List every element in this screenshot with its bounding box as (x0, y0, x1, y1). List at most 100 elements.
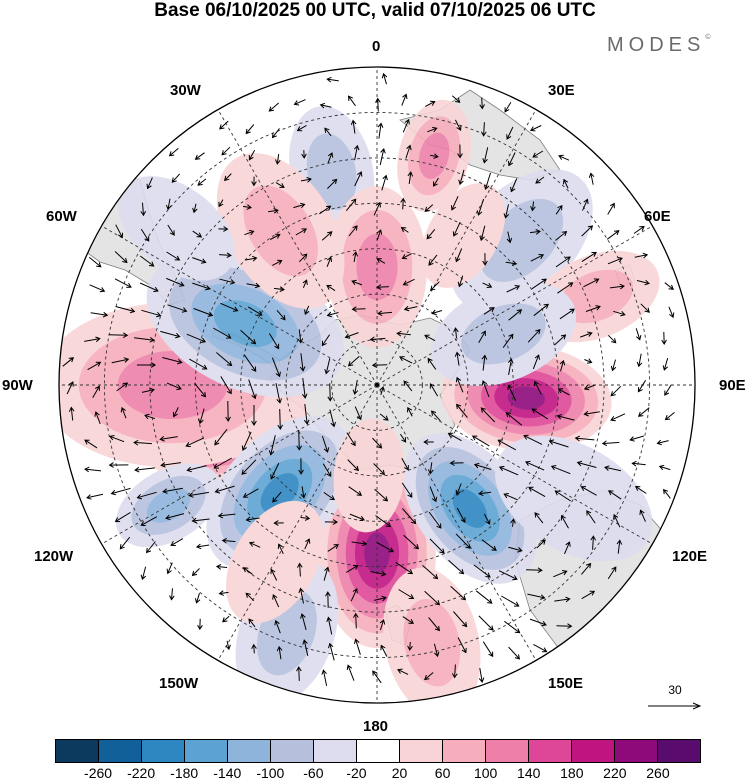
wind-vector (198, 408, 205, 425)
anomaly-contour-band (495, 435, 653, 562)
wind-vector (166, 277, 185, 287)
wind-vector (346, 664, 355, 681)
wind-vector (218, 226, 229, 232)
wind-vector (534, 512, 544, 524)
wind-vector-field (62, 72, 675, 686)
wind-vector (407, 641, 413, 651)
wind-vector (293, 99, 306, 106)
wind-vector (303, 404, 310, 425)
wind-vector (429, 538, 445, 554)
colorbar-tick-label: 20 (391, 765, 408, 781)
colorbar-cell (486, 740, 529, 762)
wind-vector (376, 284, 389, 290)
wind-vector (304, 538, 311, 550)
wind-vector (146, 177, 153, 190)
wind-vector (576, 460, 597, 468)
wind-vector (402, 508, 417, 525)
wind-vector (427, 357, 437, 370)
wind-vector (616, 539, 623, 554)
meridian-label-120w: 120W (34, 548, 74, 565)
wind-vector (324, 519, 339, 525)
wind-vector (219, 278, 236, 285)
negative-anomaly (118, 176, 235, 281)
wind-vector (555, 231, 568, 241)
wind-vector (193, 308, 214, 317)
wind-vector (375, 97, 381, 112)
wind-vector (347, 459, 359, 472)
wind-vector (88, 256, 102, 268)
brand-name: MODES (607, 34, 706, 56)
wind-vector (664, 412, 675, 421)
wind-vector (169, 588, 175, 601)
wind-vector (377, 310, 393, 317)
wind-vector (245, 516, 260, 523)
wind-vector (114, 278, 132, 288)
wind-vector (120, 406, 127, 419)
wind-vector (559, 359, 566, 372)
wind-vector (507, 384, 517, 401)
anomaly-contour-band (118, 176, 235, 281)
wind-vector (323, 491, 335, 501)
colorbar-cell (142, 740, 185, 762)
wind-vector (326, 311, 339, 318)
wind-vector (321, 669, 328, 686)
wind-vector (84, 336, 101, 343)
wind-vector (447, 432, 462, 442)
wind-vector (457, 275, 464, 288)
wind-vector (62, 357, 75, 367)
reference-vector: 30 (640, 683, 710, 713)
wind-vector (197, 178, 207, 186)
meridian-label-150e: 150E (548, 675, 584, 692)
wind-vector (635, 328, 642, 341)
wind-vector (397, 668, 409, 675)
wind-vector (580, 486, 597, 496)
wind-vector (482, 641, 494, 658)
positive-anomaly (216, 153, 345, 309)
wind-vector (558, 154, 570, 161)
wind-vector (483, 307, 495, 315)
wind-vector (529, 229, 541, 235)
wind-vector (380, 644, 388, 657)
wind-vector (502, 333, 514, 348)
meridian-label-60e: 60E (644, 208, 671, 225)
wind-vector (508, 546, 523, 553)
colorbar-tick-label: 140 (517, 765, 541, 781)
wind-vector (450, 585, 467, 601)
wind-vector (476, 198, 485, 216)
wind-vector (192, 257, 207, 264)
wind-vector (582, 198, 589, 211)
wind-vector (658, 464, 671, 471)
wind-vector (601, 440, 620, 447)
wind-vector (248, 618, 256, 628)
wind-vector (633, 225, 645, 234)
wind-vector (84, 439, 98, 449)
wind-vector (351, 540, 368, 547)
wind-vector (270, 568, 278, 581)
wind-vector (457, 144, 463, 159)
wind-vector (458, 169, 465, 186)
wind-vector (271, 357, 281, 378)
wind-vector (197, 618, 203, 631)
wind-vector (194, 593, 201, 604)
wind-vector (668, 306, 675, 319)
wind-vector (451, 95, 461, 103)
wind-vector (585, 305, 601, 312)
wind-vector (242, 204, 252, 210)
wind-vector (324, 127, 332, 137)
wind-vector (325, 591, 331, 608)
wind-vector (588, 172, 595, 185)
wind-vector (224, 173, 232, 182)
wind-vector (275, 154, 281, 165)
wind-vector (251, 405, 257, 426)
wind-vector (508, 309, 523, 321)
wind-vector (432, 177, 439, 187)
wind-vector (634, 485, 647, 494)
wind-vector (115, 306, 136, 314)
wind-vector (483, 172, 491, 191)
wind-vector (215, 564, 228, 570)
wind-vector (268, 208, 279, 214)
wind-vector (396, 330, 411, 337)
anomaly-contour-band (306, 133, 357, 210)
wind-vector (403, 305, 418, 312)
